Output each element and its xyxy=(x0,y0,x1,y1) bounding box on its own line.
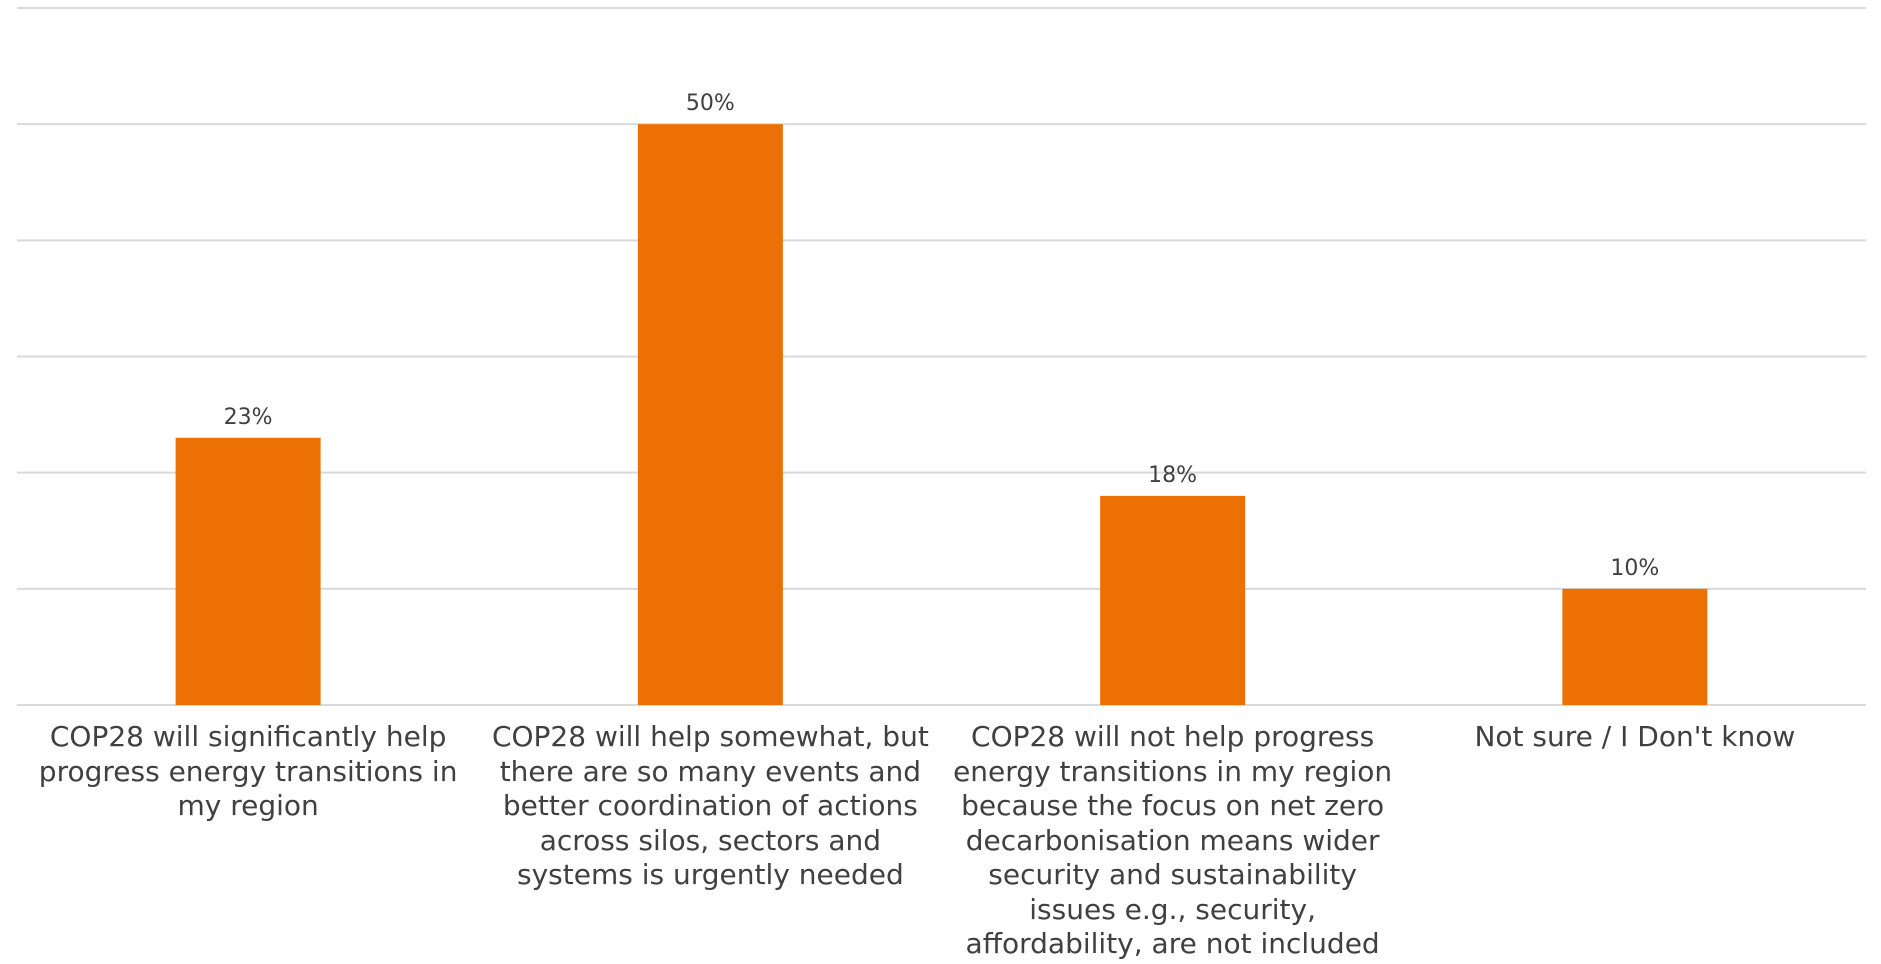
category-label-1: COP28 will help somewhat, but there are … xyxy=(491,720,929,891)
category-label-3: Not sure / I Don't know xyxy=(1474,720,1796,753)
data-label-3: 10% xyxy=(1610,556,1659,581)
bar-2 xyxy=(1100,495,1246,705)
data-label-2: 18% xyxy=(1148,463,1197,488)
bar-3 xyxy=(1562,588,1708,705)
bar-0 xyxy=(175,437,321,705)
bar-1 xyxy=(637,124,783,705)
category-label-2: COP28 will not help progress energy tran… xyxy=(953,720,1393,960)
data-label-0: 23% xyxy=(224,405,273,430)
data-label-1: 50% xyxy=(686,91,735,116)
category-label-0: COP28 will significantly help progress e… xyxy=(38,720,458,822)
